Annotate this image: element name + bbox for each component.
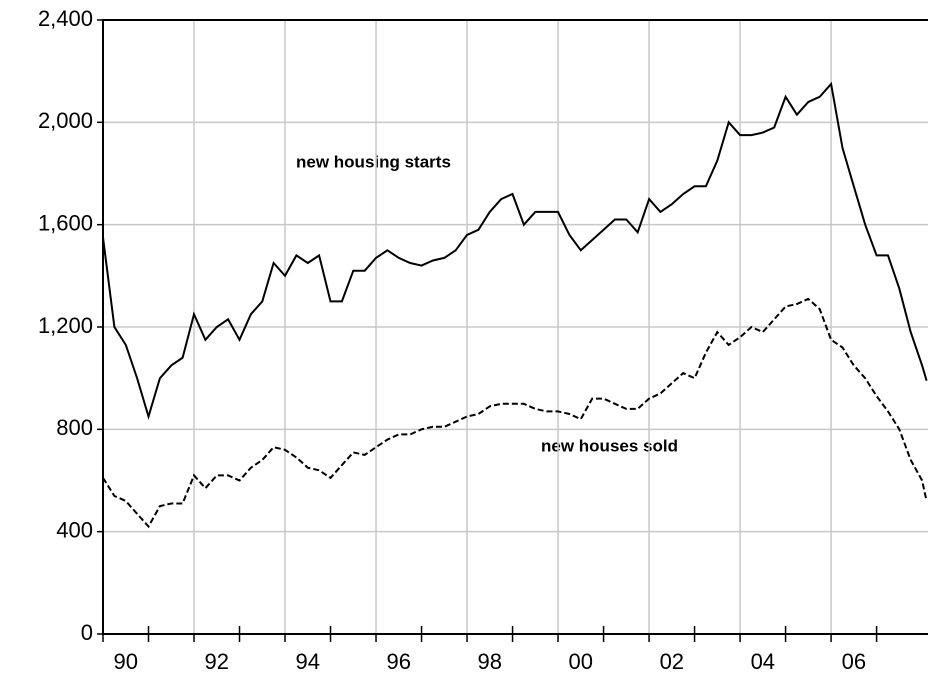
- x-tick-label: 94: [296, 649, 320, 674]
- x-tick-label: 92: [205, 649, 229, 674]
- plot-frame: [102, 19, 928, 635]
- y-tick-label: 2,400: [38, 6, 93, 31]
- x-tick-label: 04: [751, 649, 775, 674]
- y-tick-label: 2,000: [38, 108, 93, 133]
- x-tick-label: 90: [114, 649, 138, 674]
- y-tick-label: 800: [56, 415, 93, 440]
- y-tick-label: 1,600: [38, 210, 93, 235]
- annotation: new houses sold: [541, 436, 678, 455]
- y-tick-label: 0: [81, 620, 93, 645]
- x-tick-label: 02: [660, 649, 684, 674]
- x-tick-label: 00: [569, 649, 593, 674]
- annotation: new housing starts: [296, 152, 451, 171]
- x-tick-label: 06: [842, 649, 866, 674]
- x-tick-label: 96: [387, 649, 411, 674]
- series-line: [102, 81, 928, 421]
- y-tick-label: 1,200: [38, 313, 93, 338]
- y-tick-label: 400: [56, 517, 93, 542]
- x-tick-label: 98: [478, 649, 502, 674]
- series-line: [102, 297, 928, 529]
